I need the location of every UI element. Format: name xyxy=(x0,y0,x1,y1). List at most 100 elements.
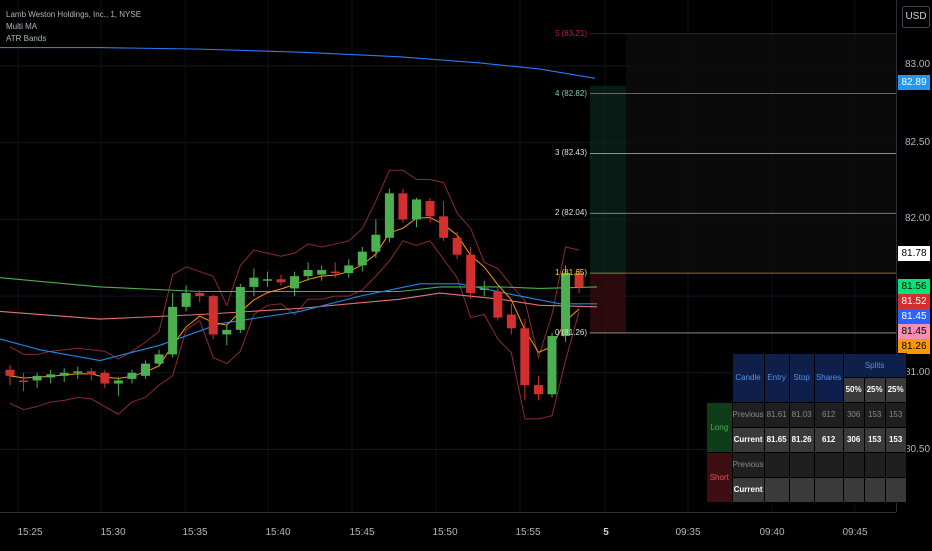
candle-body xyxy=(303,270,313,277)
candle-body xyxy=(357,251,367,266)
candle-body xyxy=(547,335,557,395)
candle-body xyxy=(168,306,178,355)
time-tick: 15:45 xyxy=(349,527,375,538)
price-tick: 80.50 xyxy=(905,444,931,455)
candle-body xyxy=(235,286,245,330)
candle-body xyxy=(276,279,286,283)
moving-average-line xyxy=(0,47,596,79)
short-current-candle: Current xyxy=(731,476,765,503)
candlesticks xyxy=(5,188,584,401)
candle-body xyxy=(46,374,56,378)
level-label: 1 (81.65) xyxy=(554,268,587,278)
price-tick: 81.00 xyxy=(905,367,931,378)
short-label: Short xyxy=(706,451,733,503)
price-tick: 83.00 xyxy=(905,59,931,70)
long-previous-split2: 153 xyxy=(863,401,886,428)
candle-body xyxy=(262,279,272,281)
long-current-candle: Current xyxy=(731,426,765,453)
position-splits-table: Candle Entry Stop Shares Splits 50% 25% … xyxy=(706,353,907,503)
time-tick: 15:35 xyxy=(182,527,208,538)
candle-body xyxy=(330,271,340,274)
target-levels xyxy=(590,33,896,334)
long-previous-shares: 612 xyxy=(813,401,844,428)
candle-body xyxy=(533,385,543,395)
long-previous-candle: Previous xyxy=(731,401,765,428)
header-entry: Entry xyxy=(763,353,790,403)
long-previous-entry: 81.61 xyxy=(763,401,790,428)
header-stop: Stop xyxy=(788,353,815,403)
moving-average-line xyxy=(0,277,598,293)
atr-bands xyxy=(9,169,580,420)
currency-button[interactable]: USD xyxy=(902,6,930,28)
time-tick: 09:45 xyxy=(842,527,868,538)
candle-body xyxy=(249,277,259,287)
time-tick: 15:50 xyxy=(432,527,458,538)
long-current-entry: 81.65 xyxy=(763,426,790,453)
time-tick: 15:40 xyxy=(265,527,291,538)
candle-body xyxy=(466,254,476,294)
time-tick: 15:25 xyxy=(17,527,43,538)
candle-body xyxy=(561,273,571,336)
time-tick: 15:30 xyxy=(100,527,126,538)
price-badge: 81.52 xyxy=(898,294,930,310)
long-current-split2: 153 xyxy=(863,426,886,453)
candle-body xyxy=(506,314,516,329)
candle-body xyxy=(100,372,110,384)
candle-body xyxy=(127,372,137,379)
candle-body xyxy=(195,293,205,297)
moving-average-line xyxy=(0,283,597,362)
atr-lower-band xyxy=(9,240,580,420)
level-label: 5 (83.21) xyxy=(554,28,587,38)
candle-body xyxy=(574,273,584,287)
price-tick: 82.50 xyxy=(905,137,931,148)
candle-body xyxy=(384,193,394,238)
candle-body xyxy=(398,193,408,220)
long-target-zone xyxy=(590,85,626,274)
candle-body xyxy=(154,354,164,364)
chart-legend-title[interactable]: Lamb Weston Holdings, Inc., 1, NYSE xyxy=(6,10,142,19)
chart-legend-multi-ma[interactable]: Multi MA xyxy=(6,22,38,31)
candle-body xyxy=(439,216,449,238)
candle-body xyxy=(19,380,29,383)
moving-averages xyxy=(0,47,598,379)
header-splits: Splits xyxy=(842,353,907,378)
price-tick: 82.00 xyxy=(905,213,931,224)
price-badge: 81.56 xyxy=(898,279,930,295)
split-pct: 50% xyxy=(842,377,865,403)
candle-body xyxy=(59,372,69,376)
chart-legend-atr-bands[interactable]: ATR Bands xyxy=(6,34,47,43)
level-label: 2 (82.04) xyxy=(554,208,587,218)
candle-body xyxy=(520,328,530,386)
candle-body xyxy=(222,329,232,335)
long-current-stop: 81.26 xyxy=(788,426,815,453)
moving-average-line xyxy=(0,292,598,320)
atr-upper-band xyxy=(9,169,580,360)
long-previous-split3: 153 xyxy=(884,401,907,428)
time-tick: 09:35 xyxy=(675,527,701,538)
candle-body xyxy=(32,375,42,381)
price-chart[interactable] xyxy=(0,0,896,512)
candle-body xyxy=(290,276,300,289)
level-label: 3 (82.43) xyxy=(554,148,587,158)
price-badge: 81.45 xyxy=(898,324,930,340)
candle-body xyxy=(317,270,327,275)
split-pct: 25% xyxy=(863,377,886,403)
candle-body xyxy=(371,234,381,252)
time-axis[interactable]: 15:25 15:30 15:35 15:40 15:45 15:50 15:55 5 09:3… xyxy=(0,512,896,551)
header-candle: Candle xyxy=(731,353,765,403)
price-badge: 81.78 xyxy=(898,245,930,261)
trade-zones xyxy=(590,33,896,333)
split-pct: 25% xyxy=(884,377,907,403)
level-label: 0 (81.26) xyxy=(554,327,587,337)
long-current-split3: 153 xyxy=(884,426,907,453)
candle-body xyxy=(452,237,462,255)
candle-body xyxy=(141,363,150,376)
price-badge: 82.89 xyxy=(898,75,930,91)
stop-loss-zone xyxy=(590,273,626,333)
price-badge: 81.26 xyxy=(898,339,930,355)
time-tick: 15:55 xyxy=(515,527,541,538)
candle-body xyxy=(5,369,15,376)
level-label: 4 (82.82) xyxy=(554,88,587,98)
long-current-shares: 612 xyxy=(813,426,844,453)
long-previous-stop: 81.03 xyxy=(788,401,815,428)
